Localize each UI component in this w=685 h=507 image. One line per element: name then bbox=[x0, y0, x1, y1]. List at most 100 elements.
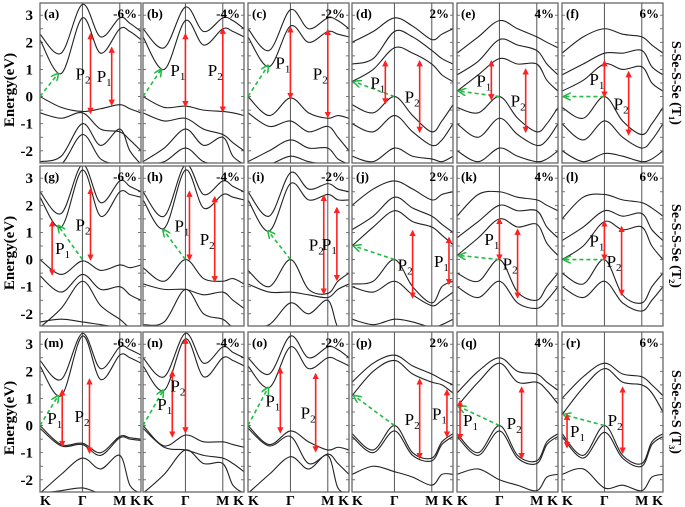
band-line bbox=[271, 155, 321, 163]
strain-label: 2% bbox=[430, 6, 450, 21]
band-line bbox=[457, 280, 558, 310]
transition-label-sub: 2 bbox=[217, 71, 223, 83]
transition-label: P1 bbox=[570, 422, 585, 444]
panel-id-label: (d) bbox=[356, 6, 372, 21]
panel-id-label: (b) bbox=[147, 6, 163, 21]
panel-id-label: (p) bbox=[356, 335, 372, 350]
transition-label-name: P bbox=[398, 255, 407, 274]
band-line bbox=[248, 283, 349, 299]
gap-arrow bbox=[39, 74, 58, 98]
band-line bbox=[562, 28, 663, 54]
y-tick-label: 3 bbox=[26, 337, 34, 353]
transition-label: P2 bbox=[503, 255, 518, 277]
transition-label-name: P bbox=[55, 239, 64, 258]
transition-label-name: P bbox=[322, 235, 331, 254]
k-point-label: K bbox=[457, 494, 468, 507]
transition-label-name: P bbox=[463, 411, 472, 430]
band-line bbox=[248, 346, 349, 389]
bands bbox=[143, 6, 244, 163]
strain-label: 2% bbox=[430, 169, 450, 184]
transition-label: P2 bbox=[74, 407, 89, 429]
band-line bbox=[143, 288, 232, 326]
band-line bbox=[248, 427, 349, 475]
transition-label-sub: 1 bbox=[106, 77, 112, 89]
transition-label-name: P bbox=[301, 404, 310, 423]
panel-h: P1 P2(h) -4% bbox=[142, 165, 245, 327]
transition-label: P2 bbox=[405, 88, 420, 110]
panel-id-label: (r) bbox=[566, 335, 580, 350]
band-line bbox=[457, 19, 558, 54]
y-tick-label: 1 bbox=[26, 391, 34, 407]
band-line bbox=[143, 19, 244, 70]
transition-label-name: P bbox=[265, 391, 274, 410]
band-line bbox=[352, 46, 453, 83]
transition-label: P2 bbox=[607, 252, 622, 274]
transition-label: P1 bbox=[484, 230, 499, 252]
transition-label: P2 bbox=[608, 411, 623, 433]
row-label: Se-S-S-Se (T₂) bbox=[668, 204, 683, 288]
bands bbox=[248, 335, 349, 492]
panel-frame bbox=[561, 2, 664, 164]
bands bbox=[143, 166, 244, 326]
transition-label-sub: 1 bbox=[494, 240, 500, 252]
band-line bbox=[248, 139, 348, 163]
panel-id-label: (l) bbox=[566, 169, 578, 184]
transition-label-name: P bbox=[76, 65, 85, 84]
band-line bbox=[352, 96, 453, 133]
transition-label-sub: 2 bbox=[322, 75, 328, 87]
panel-id-label: (f) bbox=[566, 6, 579, 21]
panel-q: P1 P2(q) 4%K Γ M K bbox=[456, 331, 559, 507]
panel-m: P1 P2(m) -6%K Γ M K bbox=[39, 331, 142, 507]
transition-label-name: P bbox=[434, 252, 443, 271]
k-point-label: Γ bbox=[286, 494, 295, 507]
band-line bbox=[352, 465, 453, 486]
band-line bbox=[352, 114, 453, 147]
panel-o: P1 P2(o) -2%K Γ M K bbox=[247, 331, 350, 507]
k-point-label: M bbox=[530, 494, 543, 507]
k-point-label: K bbox=[143, 494, 154, 507]
panel-frame bbox=[351, 165, 454, 327]
transition-label-name: P bbox=[76, 215, 85, 234]
transition-label-sub: 2 bbox=[616, 262, 622, 274]
transition-label: P2 bbox=[507, 414, 522, 436]
transition-label-name: P bbox=[432, 404, 441, 423]
band-line bbox=[457, 430, 558, 465]
bands bbox=[352, 17, 453, 163]
k-point-label: K bbox=[338, 494, 349, 507]
strain-label: -4% bbox=[216, 169, 240, 184]
band-line bbox=[40, 425, 141, 454]
k-point-label: M bbox=[425, 494, 438, 507]
transition-label: P2 bbox=[76, 65, 91, 87]
band-line bbox=[40, 332, 141, 381]
panel-id-label: (j) bbox=[356, 169, 369, 184]
transition-label: P2 bbox=[511, 92, 526, 114]
transition-label: P1 bbox=[174, 217, 189, 239]
transition-label-name: P bbox=[170, 377, 179, 396]
band-line bbox=[143, 449, 243, 492]
y-tick-label: 3 bbox=[26, 8, 34, 24]
y-tick-label: -1 bbox=[21, 117, 34, 133]
transition-label-sub: 2 bbox=[85, 225, 91, 237]
band-line bbox=[562, 467, 663, 492]
transition-label-name: P bbox=[405, 410, 414, 429]
band-line bbox=[562, 425, 663, 465]
transition-label-sub: 2 bbox=[85, 75, 91, 87]
k-point-label: M bbox=[321, 494, 334, 507]
transition-label: P2 bbox=[614, 94, 629, 116]
transition-label-name: P bbox=[476, 71, 485, 90]
transition-label: P2 bbox=[76, 215, 91, 237]
band-line bbox=[40, 166, 141, 215]
band-line bbox=[562, 120, 663, 149]
band-line bbox=[143, 332, 244, 378]
transition-label-sub: 1 bbox=[285, 64, 291, 76]
transition-label-sub: 1 bbox=[443, 262, 449, 274]
band-line bbox=[562, 150, 663, 163]
panel-frame bbox=[351, 2, 454, 164]
k-point-label: K bbox=[562, 494, 573, 507]
